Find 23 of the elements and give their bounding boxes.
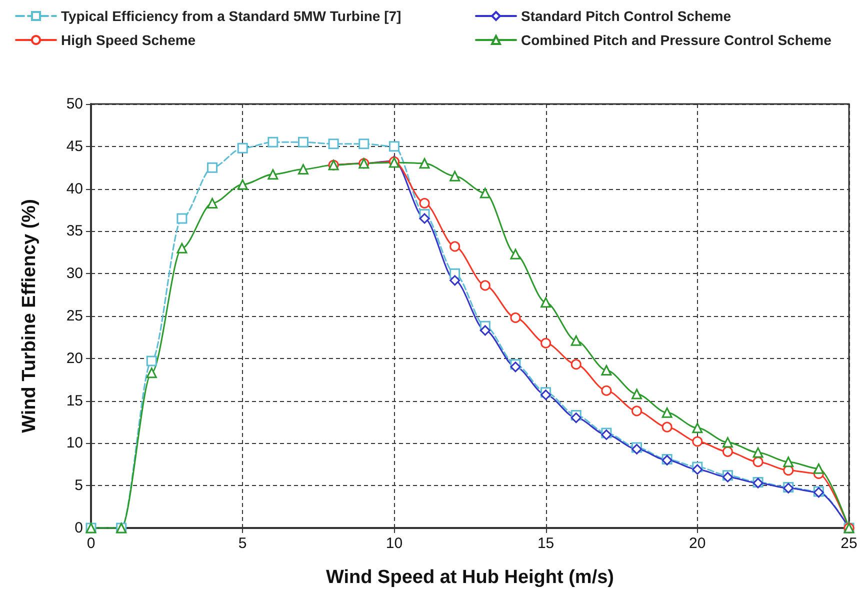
x-tick-label: 20 [689,535,706,552]
x-tick-label: 5 [238,535,247,552]
y-tick-label: 0 [74,520,83,536]
y-tick-label: 5 [74,477,83,494]
x-tick-label: 10 [386,535,403,552]
x-tick-label: 25 [840,535,858,552]
y-tick-label: 50 [66,96,83,112]
legend-label: High Speed Scheme [61,32,196,48]
y-tick-label: 15 [66,392,83,410]
y-tick-label: 20 [66,350,83,367]
y-tick-label: 40 [66,180,83,198]
legend-label: Combined Pitch and Pressure Control Scheme [521,32,832,48]
y-tick-label: 10 [66,434,83,452]
y-axis-title: Wind Turbine Effiency (%) [19,199,40,433]
legend-label: Typical Efficiency from a Standard 5MW Turbine [7] [61,8,402,24]
x-axis-title: Wind Speed at Hub Height (m/s) [326,567,614,588]
legend-label: Standard Pitch Control Scheme [521,8,732,24]
y-tick-label: 25 [66,308,83,324]
y-tick-label: 45 [66,138,83,155]
x-tick-label: 15 [537,535,554,552]
x-tick-label: 0 [86,535,96,552]
y-tick-label: 35 [66,222,83,240]
y-tick-label: 30 [66,265,83,282]
